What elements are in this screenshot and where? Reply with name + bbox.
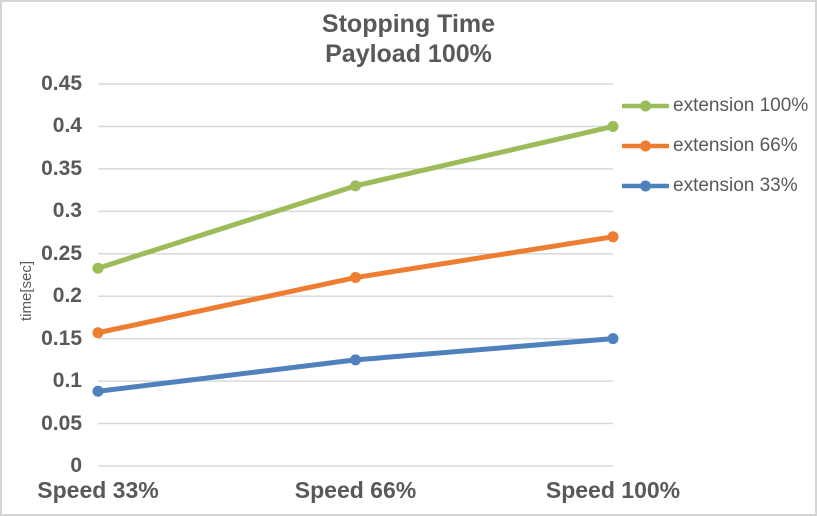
data-point-marker — [350, 354, 361, 366]
gridlines — [98, 83, 613, 467]
legend-item-extension-33-[interactable]: extension 33% — [622, 172, 798, 200]
y-tick-label: 0.35 — [41, 156, 82, 180]
chart-title-line2: Payload 100% — [325, 40, 492, 68]
data-point-marker — [607, 231, 619, 243]
legend-line-marker-icon — [622, 140, 669, 152]
legend-label: extension 66% — [673, 135, 798, 156]
series-line — [95, 234, 616, 336]
y-tick-label: 0.2 — [52, 284, 82, 308]
data-point-marker — [350, 180, 361, 192]
y-tick-label: 0.25 — [41, 241, 82, 265]
y-tick-label: 0.1 — [52, 369, 82, 393]
y-tick-label: 0.4 — [52, 114, 82, 138]
y-tick-label: 0 — [70, 454, 82, 477]
y-tick-label: 0.45 — [41, 72, 82, 95]
legend-item-extension-100-[interactable]: extension 100% — [622, 92, 808, 120]
series-extension-100- — [92, 120, 619, 274]
chart-title-line1: Stopping Time — [321, 10, 496, 38]
y-tick-label: 0.15 — [41, 326, 82, 350]
legend-line-marker-icon — [622, 100, 669, 112]
legend-label: extension 100% — [673, 95, 809, 116]
data-point-marker — [92, 262, 104, 274]
legend-item-extension-66-[interactable]: extension 66% — [622, 132, 798, 160]
y-tick-label: 0.05 — [41, 411, 82, 435]
legend-line-marker-icon — [622, 180, 669, 192]
legend-label: extension 33% — [673, 175, 798, 196]
series-extension-33- — [92, 333, 619, 397]
x-tick-label: Speed 100% — [545, 477, 681, 503]
data-point-marker — [350, 272, 361, 284]
data-point-marker — [92, 385, 104, 397]
y-tick-label: 0.3 — [52, 199, 82, 223]
data-point-marker — [607, 333, 619, 345]
chart-title: Stopping Time Payload 100% — [2, 9, 815, 69]
series-extension-66- — [92, 231, 619, 339]
data-point-marker — [92, 327, 104, 339]
data-point-marker — [607, 120, 619, 132]
x-tick-label: Speed 33% — [37, 477, 159, 503]
x-tick-label: Speed 66% — [294, 477, 417, 503]
